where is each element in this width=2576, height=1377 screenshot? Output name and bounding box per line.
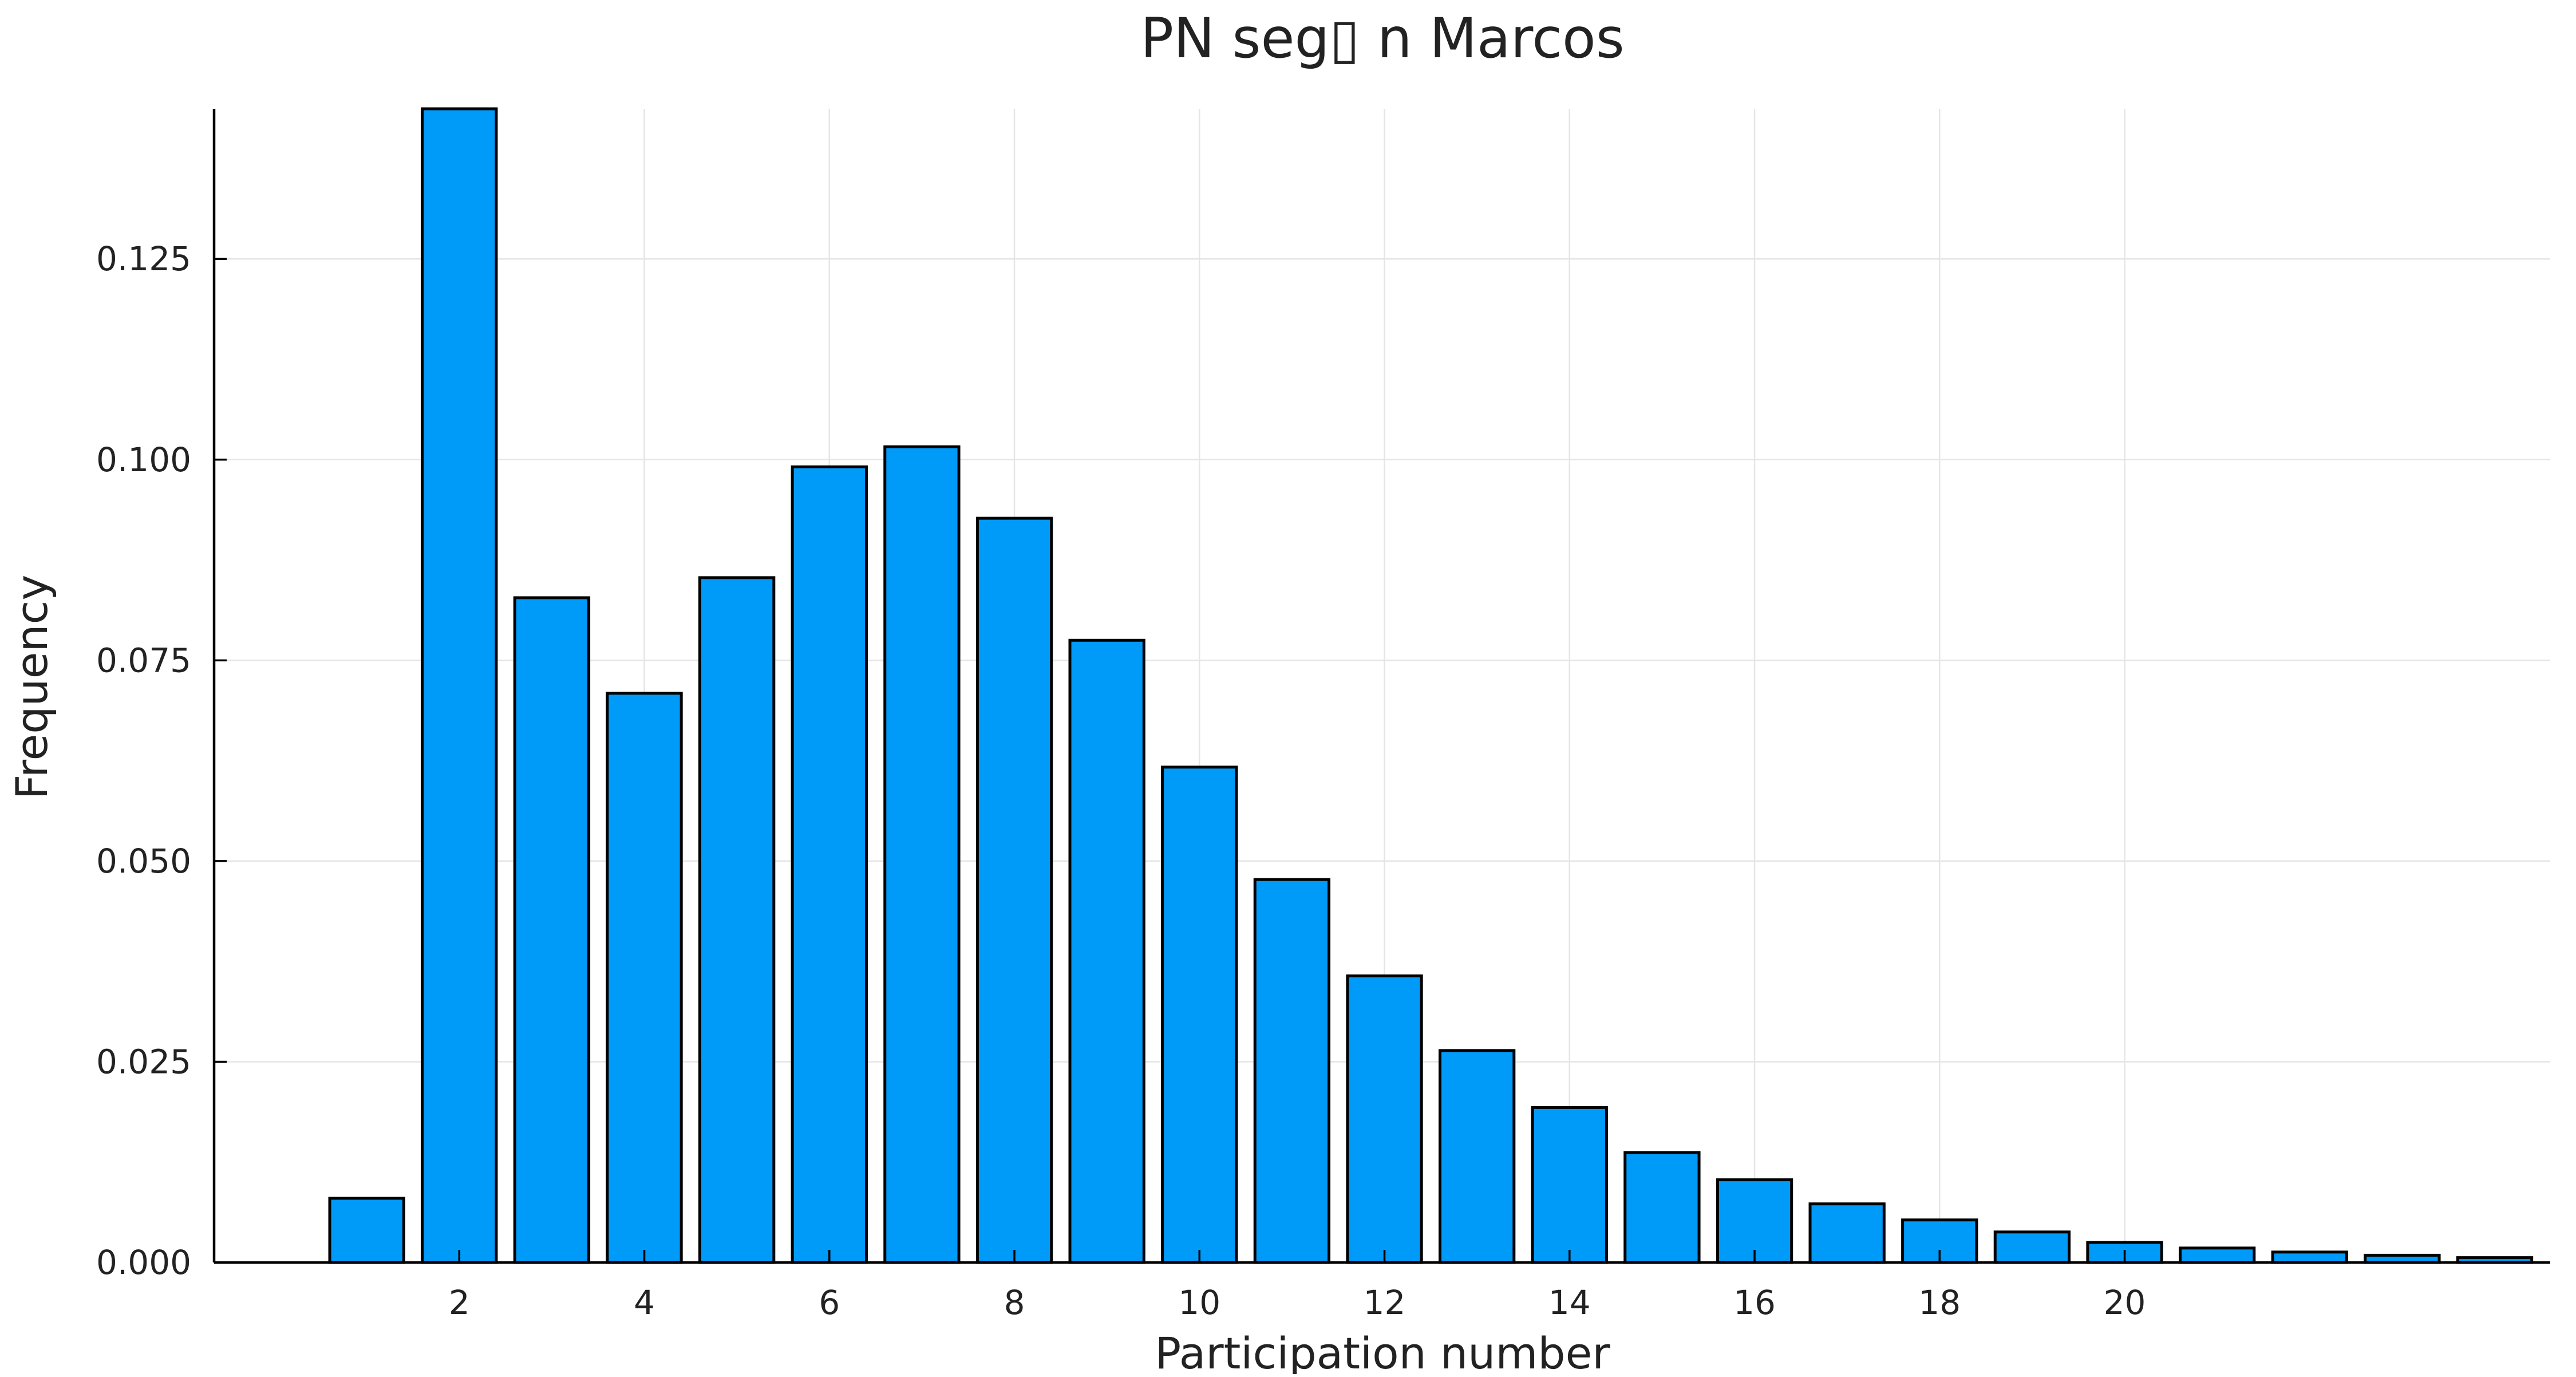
axes bbox=[212, 109, 2550, 1264]
bar-3 bbox=[513, 596, 591, 1264]
bar-9 bbox=[1068, 638, 1145, 1264]
bar-14 bbox=[1531, 1106, 1608, 1264]
x-tick-label-2: 2 bbox=[449, 1283, 470, 1322]
bar-7 bbox=[883, 445, 961, 1264]
bar-6 bbox=[791, 465, 868, 1264]
x-tick-label-18: 18 bbox=[1918, 1283, 1961, 1322]
bar-8 bbox=[975, 516, 1053, 1264]
bar-4 bbox=[606, 692, 683, 1264]
bar-17 bbox=[1808, 1202, 1886, 1264]
y-tick-label-3: 0.075 bbox=[96, 641, 191, 680]
bar-11 bbox=[1253, 878, 1331, 1264]
vertical-gridlines bbox=[459, 109, 2125, 1262]
bar-10 bbox=[1161, 766, 1238, 1264]
x-axis-ticks: 2 4 6 8 10 12 14 16 18 20 bbox=[449, 1250, 2146, 1322]
x-tick-label-10: 10 bbox=[1178, 1283, 1220, 1322]
y-tick-label-1: 0.025 bbox=[96, 1042, 191, 1081]
y-tick-label-5: 0.125 bbox=[96, 239, 191, 278]
x-tick-label-4: 4 bbox=[634, 1283, 655, 1322]
x-tick-label-20: 20 bbox=[2104, 1283, 2146, 1322]
bar-15 bbox=[1623, 1151, 1701, 1264]
bar-1 bbox=[328, 1197, 405, 1264]
bar-21 bbox=[2179, 1246, 2256, 1264]
y-tick-label-0: 0.000 bbox=[96, 1243, 191, 1282]
x-tick-label-14: 14 bbox=[1548, 1283, 1591, 1322]
x-tick-label-12: 12 bbox=[1364, 1283, 1406, 1322]
y-axis-label: Frequency bbox=[6, 575, 57, 800]
x-axis-label: Participation number bbox=[1155, 1328, 1610, 1374]
bar-2 bbox=[421, 107, 498, 1264]
x-tick-label-16: 16 bbox=[1733, 1283, 1776, 1322]
bar-19 bbox=[1993, 1230, 2071, 1264]
chart-title: PN seg▯ n Marcos bbox=[1140, 6, 1624, 70]
bar-13 bbox=[1439, 1049, 1516, 1264]
bar-5 bbox=[698, 576, 776, 1264]
x-tick-label-6: 6 bbox=[819, 1283, 840, 1322]
bar-22 bbox=[2271, 1250, 2348, 1264]
bar-series bbox=[328, 107, 2534, 1264]
y-axis-ticks: 0.000 0.025 0.050 0.075 0.100 0.125 bbox=[96, 239, 227, 1282]
y-tick-label-4: 0.100 bbox=[96, 440, 191, 479]
x-tick-label-8: 8 bbox=[1004, 1283, 1025, 1322]
y-tick-label-2: 0.050 bbox=[96, 842, 191, 881]
bar-12 bbox=[1346, 974, 1423, 1264]
